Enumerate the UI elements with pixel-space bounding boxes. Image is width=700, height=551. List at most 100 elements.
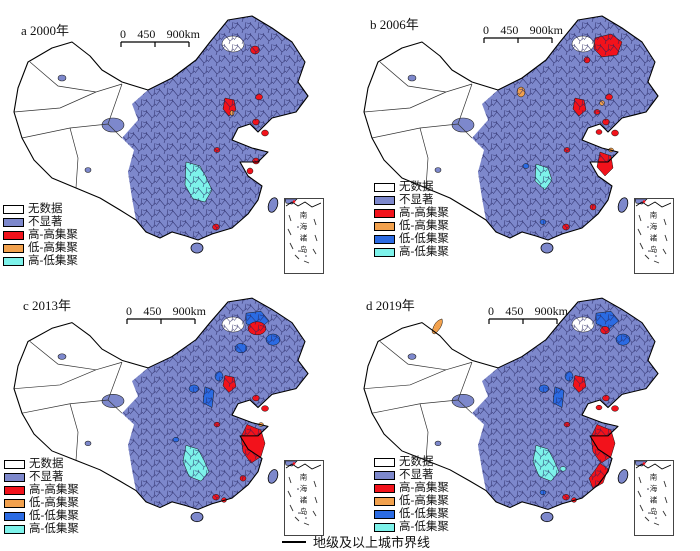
- legend-label: 低-高集聚: [399, 219, 449, 232]
- china-map: [13, 297, 309, 523]
- legend-item: 不显著: [4, 471, 79, 484]
- taiwan-island: [617, 197, 629, 213]
- inset-label: 南海诸岛: [299, 473, 308, 519]
- south-china-sea-inset: 南海诸岛: [284, 198, 324, 274]
- legend-swatch: [4, 525, 25, 534]
- legend-label: 不显著: [28, 215, 63, 228]
- scale-tick-label: 450: [137, 27, 156, 41]
- map-legend: 无数据 不显著 高-高集聚 低-高集聚 低-低集聚 高-低集聚: [4, 458, 79, 536]
- legend-label: 低-高集聚: [29, 496, 79, 509]
- map-panel-b: b 2006年 0 450 900km 南海诸岛: [350, 0, 700, 283]
- china-map: [13, 15, 309, 254]
- legend-swatch: [3, 218, 24, 227]
- legend-label: 高-高集聚: [399, 206, 449, 219]
- map-legend: 无数据 不显著 高-高集聚 低-高集聚 低-低集聚 高-低集聚: [374, 181, 449, 259]
- western-province-boundaries: [13, 61, 123, 189]
- legend-item: 低-低集聚: [374, 508, 449, 521]
- taiwan-island: [267, 469, 279, 484]
- legend-swatch: [3, 257, 24, 266]
- panel-label: c 2013年: [23, 298, 72, 313]
- hainan-island: [190, 511, 204, 523]
- legend-label: 无数据: [28, 202, 63, 215]
- legend-swatch: [374, 510, 395, 519]
- china-map: [363, 15, 659, 254]
- scale-tick-label: 0: [126, 304, 132, 318]
- legend-item: 无数据: [4, 458, 79, 471]
- hainan-island: [540, 242, 554, 254]
- scale-tick-label: 900km: [172, 304, 206, 318]
- legend-item: 低-高集聚: [374, 220, 449, 233]
- scale-bar-line: [483, 37, 553, 43]
- legend-swatch: [374, 484, 395, 493]
- legend-item: 低-低集聚: [4, 510, 79, 523]
- legend-item: 无数据: [3, 203, 78, 216]
- china-outline: [363, 15, 659, 241]
- cluster-shandong_b-high_high: [611, 405, 619, 412]
- china-outline: [13, 297, 309, 510]
- west-significant-patches: [57, 353, 125, 447]
- legend-item: 高-高集聚: [4, 484, 79, 497]
- legend-item: 低-低集聚: [374, 233, 449, 246]
- legend-swatch: [374, 497, 395, 506]
- legend-label: 低-低集聚: [29, 509, 79, 522]
- map-panel-a: a 2000年 0 450 900km 南海诸岛: [0, 0, 350, 283]
- boundary-line-label: 地级及以上城市界线: [313, 535, 431, 550]
- taiwan-island: [267, 197, 279, 213]
- legend-item: 不显著: [374, 194, 449, 207]
- western-province-boundaries: [363, 61, 473, 189]
- west-significant-patches: [407, 353, 475, 447]
- legend-item: 不显著: [3, 216, 78, 229]
- western-province-boundaries: [363, 341, 473, 461]
- legend-swatch: [3, 231, 24, 240]
- scale-bar-line: [120, 41, 190, 47]
- hainan-island: [190, 242, 204, 254]
- legend-swatch: [374, 248, 395, 257]
- legend-swatch: [374, 222, 395, 231]
- legend-label: 低-高集聚: [399, 494, 449, 507]
- legend-label: 无数据: [399, 180, 434, 193]
- scale-tick-label: 0: [488, 304, 494, 318]
- map-legend: 无数据 不显著 高-高集聚 低-高集聚 高-低集聚: [3, 203, 78, 268]
- legend-label: 低-低集聚: [399, 232, 449, 245]
- legend-item: 高-高集聚: [3, 229, 78, 242]
- scale-tick-label: 0: [120, 27, 126, 41]
- nine-dash-line-icon: [635, 199, 671, 264]
- scale-tick-label: 900km: [534, 304, 568, 318]
- legend-label: 低-高集聚: [28, 241, 78, 254]
- legend-swatch: [374, 209, 395, 218]
- nine-dash-line-icon: [285, 199, 321, 264]
- nine-dash-line-icon: [285, 461, 321, 526]
- west-significant-patches: [57, 74, 125, 173]
- boundary-line-icon: [282, 540, 306, 543]
- south-china-sea-inset: 南海诸岛: [634, 198, 674, 274]
- legend-item: 高-高集聚: [374, 482, 449, 495]
- map-legend: 无数据 不显著 高-高集聚 低-高集聚 低-低集聚 高-低集聚: [374, 456, 449, 534]
- scale-bar-line: [488, 318, 558, 324]
- legend-swatch: [3, 244, 24, 253]
- scale-bar: 0 450 900km: [488, 305, 568, 325]
- legend-item: 高-低集聚: [3, 255, 78, 268]
- inset-label: 南海诸岛: [649, 473, 658, 519]
- legend-swatch: [4, 460, 25, 469]
- legend-item: 高-高集聚: [374, 207, 449, 220]
- legend-swatch: [4, 512, 25, 521]
- panel-label: d 2019年: [366, 298, 415, 313]
- legend-swatch: [4, 473, 25, 482]
- legend-item: 高-低集聚: [4, 523, 79, 536]
- legend-item: 低-高集聚: [374, 495, 449, 508]
- legend-swatch: [374, 458, 395, 467]
- panel-label: a 2000年: [21, 23, 70, 38]
- legend-label: 高-低集聚: [399, 520, 449, 533]
- west-significant-patches: [407, 74, 475, 173]
- legend-item: 高-低集聚: [374, 246, 449, 259]
- panel-label: b 2006年: [370, 17, 419, 32]
- cluster-shandong_c-high_high: [595, 129, 603, 135]
- legend-label: 高-高集聚: [29, 483, 79, 496]
- western-province-boundaries: [13, 341, 123, 461]
- inset-label: 南海诸岛: [299, 211, 308, 257]
- south-china-sea-inset: 南海诸岛: [634, 460, 674, 536]
- scale-tick-label: 900km: [166, 27, 200, 41]
- taiwan-island: [617, 469, 629, 484]
